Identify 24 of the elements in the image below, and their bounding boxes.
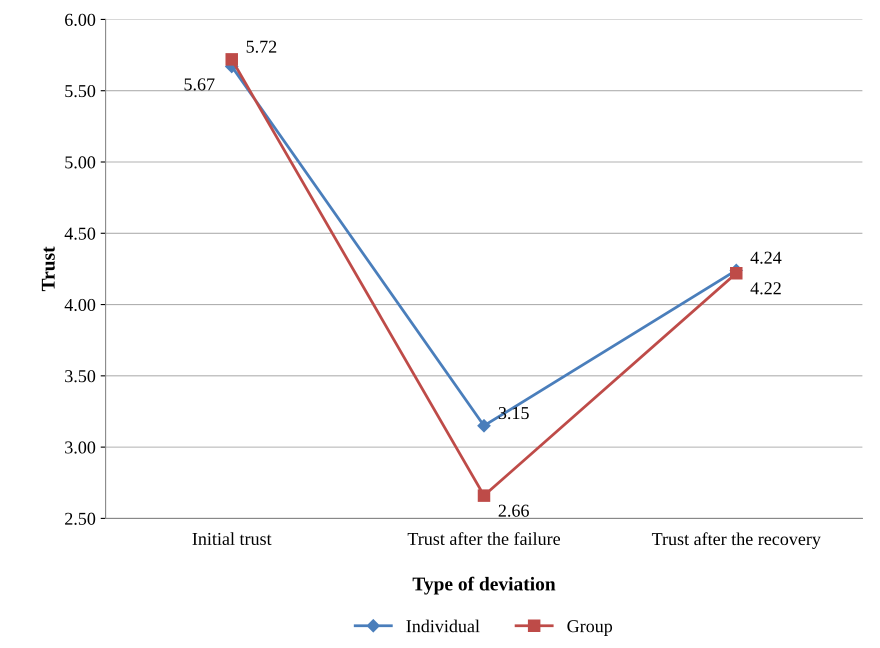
legend-label: Group [567, 620, 612, 636]
point [730, 266, 743, 280]
legend-label: Individual [406, 620, 480, 632]
data-label: 5.72 [246, 40, 276, 53]
x-axis-title: Type of deviation [412, 576, 556, 595]
x-tick-label: Trust after the recovery [652, 532, 821, 549]
y-axis-title: Trust [42, 246, 55, 292]
y-tick-label: 4.00 [64, 298, 96, 312]
x-tick-label: Trust after the failure [408, 532, 560, 545]
data-label: 4.22 [750, 282, 781, 294]
y-tick-label: 6.00 [65, 14, 96, 26]
y-tick-label: 2.50 [65, 512, 96, 525]
point [225, 53, 238, 66]
data-label: 4.24 [750, 252, 782, 264]
y-tick-label: 3.50 [65, 370, 96, 382]
x-tick-label: Initial trust [192, 532, 272, 545]
point [477, 419, 491, 432]
y-tick-label: 5.50 [65, 84, 96, 98]
y-tick-label: 5.00 [65, 156, 96, 169]
y-tick-label: 3.00 [65, 441, 96, 454]
data-label: 2.66 [498, 504, 529, 517]
data-label: 5.67 [184, 78, 215, 91]
point [478, 489, 490, 502]
y-tick-label: 4.50 [64, 228, 96, 240]
